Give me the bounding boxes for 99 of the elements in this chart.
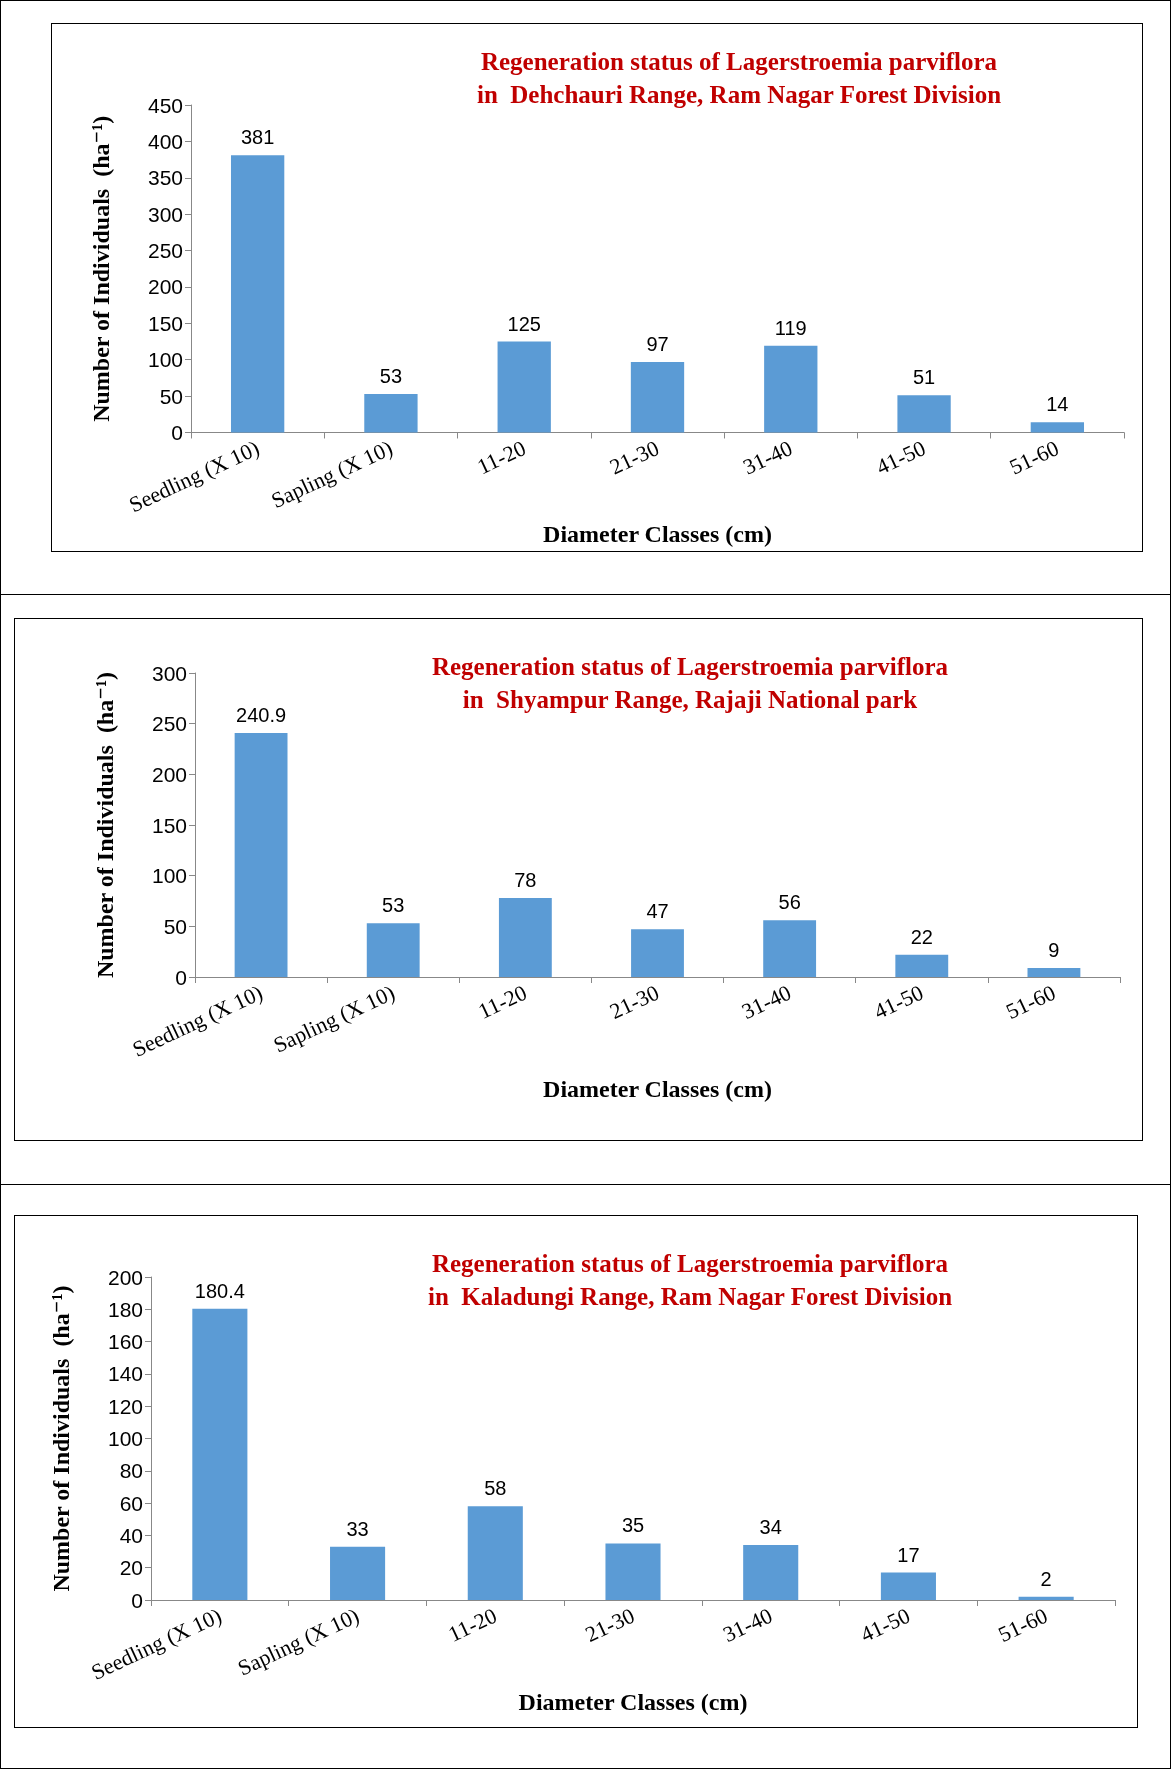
y-tick-label: 200 — [151, 762, 187, 786]
x-tick-label: 51-60 — [994, 1602, 1052, 1648]
bar — [1018, 1596, 1074, 1600]
bar — [364, 393, 418, 433]
y-tick-label: 350 — [147, 166, 183, 190]
data-label: 17 — [897, 1543, 920, 1566]
chart-title: Regeneration status of Lagerstroemia parviflora — [480, 48, 998, 75]
data-label: 9 — [1048, 938, 1060, 961]
y-tick-label: 120 — [107, 1394, 143, 1418]
bar — [467, 1506, 523, 1600]
y-tick-label: 0 — [175, 965, 187, 989]
y-tick-label: 300 — [151, 661, 187, 685]
data-label: 22 — [910, 925, 933, 948]
data-label: 125 — [507, 312, 541, 335]
x-tick-label: 11-20 — [474, 979, 531, 1024]
data-label: 240.9 — [236, 703, 287, 726]
x-tick-label: 11-20 — [444, 1602, 501, 1647]
bar — [897, 395, 951, 433]
y-tick-label: 200 — [147, 275, 183, 299]
bar — [605, 1543, 661, 1600]
x-axis-title: Diameter Classes (cm) — [518, 1688, 748, 1715]
y-tick-label: 100 — [151, 864, 187, 888]
chart-title: Regeneration status of Lagerstroemia parviflora — [431, 653, 949, 680]
bar — [895, 954, 949, 977]
bar — [192, 1308, 248, 1600]
x-tick-label: 21-30 — [581, 1602, 639, 1648]
y-tick-label: 180 — [107, 1297, 143, 1321]
x-tick-label: 41-50 — [872, 435, 930, 480]
data-label: 381 — [240, 126, 275, 149]
y-tick-label: 160 — [107, 1330, 143, 1354]
bar — [234, 732, 288, 977]
y-tick-label: 450 — [147, 93, 183, 117]
x-tick-label: 31-40 — [737, 979, 795, 1025]
x-tick-label: 41-50 — [856, 1602, 914, 1648]
y-axis-title: Number of Individuals (ha⁻¹) — [92, 671, 118, 979]
y-tick-label: 0 — [131, 1588, 143, 1612]
bar — [763, 920, 817, 977]
x-tick-label: 31-40 — [739, 435, 797, 480]
data-label: 56 — [778, 891, 801, 914]
x-tick-label: Sapling (X 10) — [233, 1602, 363, 1681]
y-axis-title: Number of Individuals (ha⁻¹) — [48, 1285, 74, 1592]
data-label: 53 — [379, 364, 403, 387]
bar — [497, 341, 551, 433]
y-tick-label: 80 — [119, 1459, 143, 1483]
data-label: 180.4 — [194, 1279, 245, 1302]
bar — [631, 929, 684, 977]
y-axis-title: Number of Individuals (ha⁻¹) — [88, 115, 114, 422]
text: in Shyampur Range, Rajaji National park — [462, 686, 918, 713]
chart-title: Regeneration status of Lagerstroemia parviflora — [431, 1250, 949, 1277]
x-tick-label: 21-30 — [605, 435, 663, 480]
y-tick-label: 0 — [171, 420, 183, 444]
data-label: 78 — [514, 868, 537, 891]
y-tick-label: 140 — [107, 1362, 143, 1386]
bar — [498, 897, 552, 977]
chart-subtitle: in Kaladungi Range, Ram Nagar Forest Division — [427, 1283, 953, 1310]
chart-subtitle: in Dehchauri Range, Ram Nagar Forest Division — [476, 81, 1002, 108]
bar — [230, 155, 285, 433]
bar — [330, 1546, 386, 1600]
bar — [743, 1545, 799, 1600]
y-tick-label: 100 — [107, 1427, 143, 1450]
x-tick-label: 11-20 — [473, 435, 530, 480]
y-tick-label: 250 — [147, 239, 183, 263]
data-label: 47 — [646, 900, 669, 923]
x-tick-label: 51-60 — [1002, 979, 1060, 1025]
bar — [1030, 422, 1085, 433]
y-tick-label: 150 — [147, 311, 183, 335]
y-tick-label: 60 — [119, 1491, 143, 1515]
data-label: 34 — [759, 1516, 782, 1539]
data-label: 58 — [484, 1477, 507, 1500]
y-tick-label: 250 — [151, 712, 187, 736]
y-tick-label: 50 — [163, 914, 187, 938]
y-tick-label: 200 — [107, 1265, 143, 1289]
y-tick-label: 20 — [119, 1556, 143, 1580]
data-label: 51 — [912, 366, 936, 389]
data-label: 33 — [346, 1517, 369, 1540]
bar — [764, 345, 818, 433]
x-tick-label: 31-40 — [718, 1602, 776, 1648]
x-axis-title: Diameter Classes (cm) — [543, 1076, 772, 1102]
x-tick-label: Sapling (X 10) — [269, 979, 399, 1058]
y-tick-label: 300 — [147, 202, 183, 226]
data-label: 2 — [1040, 1567, 1052, 1590]
data-label: 97 — [646, 332, 669, 355]
bar — [630, 361, 685, 433]
data-label: 119 — [774, 316, 807, 339]
y-tick-label: 100 — [147, 348, 183, 372]
x-tick-label: 21-30 — [605, 979, 663, 1025]
y-tick-label: 150 — [151, 813, 187, 837]
data-label: 53 — [382, 894, 405, 917]
x-axis-title: Diameter Classes (cm) — [543, 521, 772, 547]
x-tick-label: 51-60 — [1005, 435, 1063, 480]
data-label: 14 — [1046, 393, 1069, 416]
bar — [1027, 967, 1081, 977]
y-tick-label: 40 — [119, 1523, 143, 1547]
bar — [366, 923, 420, 977]
data-label: 35 — [621, 1514, 645, 1537]
bar — [880, 1572, 936, 1600]
x-tick-label: 41-50 — [870, 979, 928, 1025]
y-tick-label: 50 — [159, 384, 183, 408]
y-tick-label: 400 — [147, 129, 183, 153]
